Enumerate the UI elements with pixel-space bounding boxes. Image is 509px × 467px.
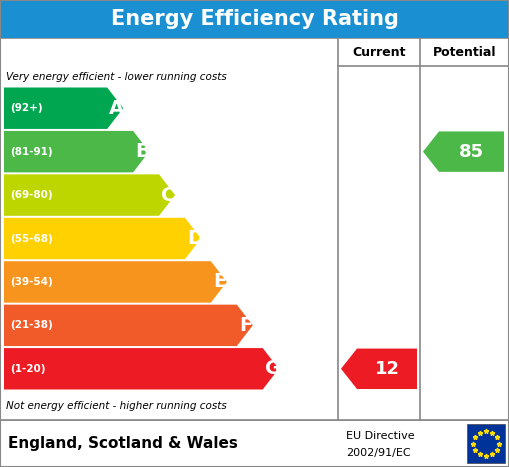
Polygon shape: [4, 174, 175, 216]
Text: Very energy efficient - lower running costs: Very energy efficient - lower running co…: [6, 72, 227, 82]
Text: D: D: [187, 229, 203, 248]
Text: Current: Current: [352, 45, 406, 58]
Text: Potential: Potential: [433, 45, 496, 58]
Text: (39-54): (39-54): [10, 277, 53, 287]
Text: 2002/91/EC: 2002/91/EC: [346, 448, 411, 458]
Polygon shape: [4, 261, 227, 303]
Text: F: F: [239, 316, 252, 335]
Polygon shape: [4, 131, 149, 172]
Text: C: C: [161, 185, 176, 205]
Text: G: G: [265, 359, 281, 378]
Polygon shape: [4, 348, 279, 389]
Polygon shape: [4, 304, 253, 346]
Text: A: A: [109, 99, 124, 118]
Text: EU Directive: EU Directive: [346, 432, 415, 441]
Text: 85: 85: [459, 142, 484, 161]
Text: 12: 12: [375, 360, 400, 378]
Text: Not energy efficient - higher running costs: Not energy efficient - higher running co…: [6, 401, 227, 411]
Polygon shape: [4, 87, 123, 129]
Polygon shape: [423, 131, 504, 172]
Text: England, Scotland & Wales: England, Scotland & Wales: [8, 436, 238, 451]
Bar: [0, 38, 509, 420]
Polygon shape: [4, 218, 201, 259]
Text: (1-20): (1-20): [10, 364, 45, 374]
Text: (81-91): (81-91): [10, 147, 52, 156]
Text: E: E: [213, 272, 226, 291]
Bar: [0, 420, 509, 467]
Polygon shape: [341, 348, 417, 389]
Text: B: B: [135, 142, 150, 161]
Bar: [0, 0, 509, 38]
Text: Energy Efficiency Rating: Energy Efficiency Rating: [110, 9, 399, 29]
Text: (55-68): (55-68): [10, 234, 53, 243]
Text: (69-80): (69-80): [10, 190, 52, 200]
Bar: [467, 424, 505, 463]
Text: (92+): (92+): [10, 103, 43, 113]
Text: (21-38): (21-38): [10, 320, 53, 330]
